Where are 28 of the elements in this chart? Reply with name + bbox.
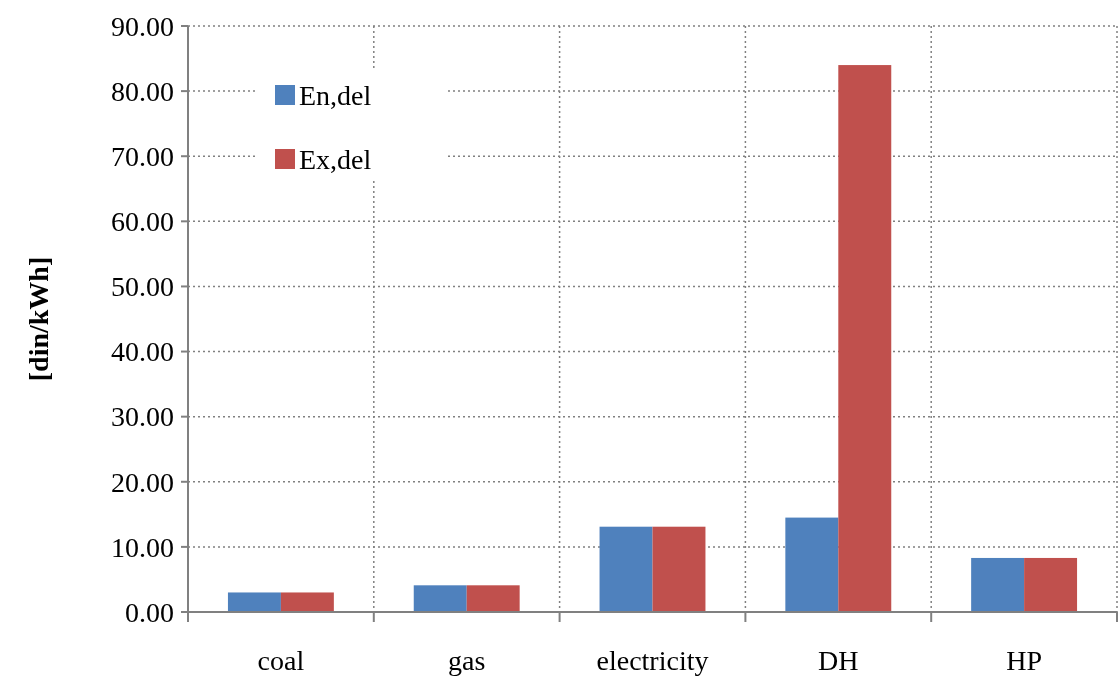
x-tick-label: HP [1006, 645, 1042, 676]
bar [785, 517, 839, 612]
x-tick-label: coal [257, 645, 305, 676]
y-tick-label: 60.00 [111, 206, 174, 238]
y-tick-label: 90.00 [111, 10, 174, 42]
y-tick-label: 0.00 [125, 596, 174, 628]
y-tick-label: 80.00 [111, 75, 174, 107]
y-tick-label: 10.00 [111, 531, 174, 563]
bar [599, 526, 653, 612]
bar [1024, 557, 1078, 612]
bar [227, 592, 281, 612]
bar [466, 585, 520, 612]
y-axis-title: [din/kWh] [23, 256, 54, 382]
y-tick-label: 30.00 [111, 401, 174, 433]
legend-label: Ex,del [299, 143, 372, 175]
bar [971, 557, 1025, 612]
bar [280, 592, 334, 612]
bar [413, 585, 467, 612]
bar [838, 65, 892, 612]
y-tick-label: 40.00 [111, 336, 174, 368]
y-tick-label: 70.00 [111, 141, 174, 173]
legend-label: En,del [299, 79, 372, 111]
y-tick-label: 50.00 [111, 271, 174, 303]
x-tick-label: gas [448, 645, 486, 676]
x-tick-label: electricity [596, 645, 709, 676]
bar [652, 526, 706, 612]
y-tick-label: 20.00 [111, 466, 174, 498]
x-tick-label: DH [818, 645, 859, 676]
